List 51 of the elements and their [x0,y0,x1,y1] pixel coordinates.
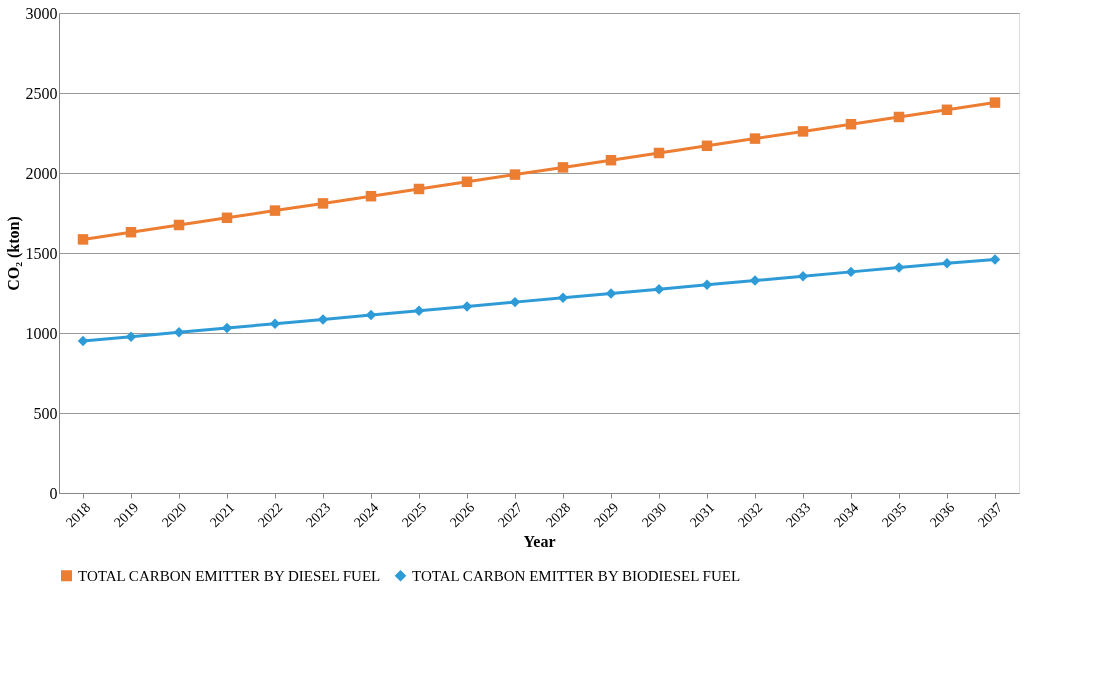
y-tick-label: 2000 [25,164,58,182]
point [317,314,329,325]
y-tick-label: 0 [49,484,58,502]
point [653,147,665,159]
point [461,176,473,188]
point [509,169,521,180]
point [605,288,617,299]
point [605,154,617,166]
y-axis-title: CO₂ (kton) [4,216,23,291]
point [365,309,377,321]
point [317,198,329,209]
point [413,183,425,195]
point [557,292,569,304]
point [221,212,233,224]
point [653,283,665,295]
point [797,270,809,282]
point [557,162,569,173]
point [509,296,521,308]
point [125,226,137,238]
point [749,275,761,286]
point [173,219,185,231]
point [413,305,425,316]
point [77,234,89,245]
point [269,318,281,329]
point [701,279,713,291]
legend-label: TOTAL CARBON EMITTER BY DIESEL FUEL [78,567,381,584]
y-tick-label: 3000 [25,4,58,22]
y-tick-label: 1000 [25,324,58,342]
point [989,254,1001,265]
legend-label: TOTAL CARBON EMITTER BY BIODIESEL FUEL [412,567,741,584]
y-tick-label: 500 [33,404,58,422]
y-tick-label: 2500 [25,84,58,102]
point [893,262,905,273]
point [173,327,185,338]
x-axis-title: Year [523,533,556,551]
point [989,97,1001,108]
point [893,111,905,123]
point [845,266,857,278]
point [797,126,809,137]
point [269,205,281,216]
point [701,140,713,152]
point [125,331,137,342]
point [221,322,233,334]
point [749,133,761,144]
point [941,258,953,269]
y-tick-label: 1500 [25,244,58,262]
point [845,118,857,130]
point [77,335,89,347]
point [461,301,473,312]
point [941,104,953,116]
point [365,190,377,202]
